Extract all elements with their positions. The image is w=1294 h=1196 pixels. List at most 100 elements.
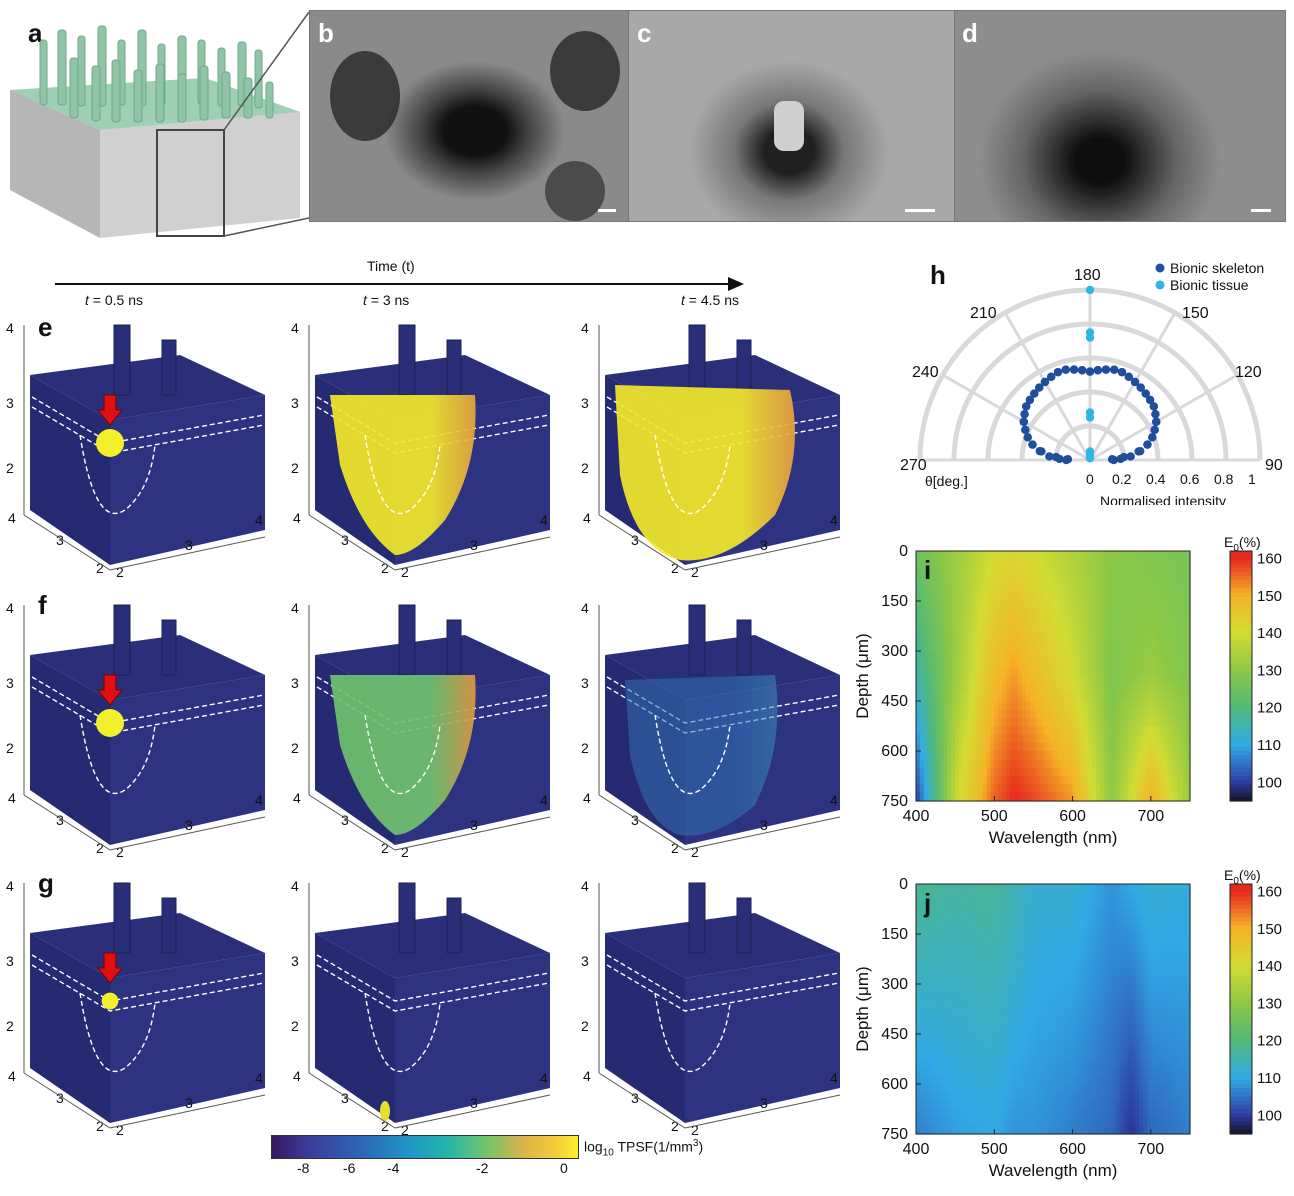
heatmap-cell	[955, 626, 960, 635]
heatmap-cell	[994, 925, 999, 935]
cube-axis-tick: 3	[581, 395, 589, 411]
heatmap-cell	[1123, 592, 1128, 602]
heatmap-cell	[1143, 667, 1148, 677]
heatmap-cell	[1111, 776, 1117, 785]
heatmap-cell	[923, 984, 929, 993]
heatmap-cell	[935, 576, 941, 585]
heatmap-cell	[1072, 759, 1078, 769]
heatmap-cell	[1096, 609, 1101, 619]
heatmap-cell	[1060, 617, 1066, 627]
heatmap-cell	[994, 900, 999, 910]
heatmap-cell	[962, 584, 968, 594]
heatmap-cell	[1041, 684, 1046, 694]
heatmap-cell	[1037, 634, 1042, 644]
heatmap-cell	[1182, 576, 1187, 585]
heatmap-cell	[1013, 717, 1019, 727]
heatmap-cell	[1080, 559, 1085, 569]
heatmap-cell	[1162, 1109, 1168, 1118]
heatmap-cell	[1009, 1009, 1015, 1018]
heatmap-cell	[1029, 709, 1035, 719]
heatmap-cell	[1115, 609, 1121, 619]
heatmap-cell	[1158, 1075, 1164, 1085]
heatmap-cell	[1068, 617, 1074, 627]
heatmap-cell	[1021, 692, 1027, 702]
heatmap-cell	[1033, 984, 1038, 993]
heatmap-cell	[1013, 1084, 1019, 1093]
heatmap-cell	[1131, 726, 1136, 735]
heatmap-cell	[1033, 559, 1038, 569]
heatmap-cell	[1013, 942, 1019, 952]
heatmap-cell	[990, 1009, 995, 1018]
heatmap-cell	[1076, 1009, 1081, 1018]
heatmap-cell	[1037, 642, 1042, 652]
heatmap-cell	[935, 792, 941, 802]
heatmap-cell	[1056, 651, 1062, 660]
heatmap-cell	[1092, 717, 1097, 727]
heatmap-cell	[1092, 742, 1097, 752]
heatmap-cell	[1045, 792, 1050, 802]
heatmap-cell	[927, 609, 933, 619]
heatmap-cell	[1072, 892, 1078, 902]
heatmap-cell	[931, 784, 937, 794]
heatmap-cell	[947, 1092, 952, 1102]
heatmap-cell	[1084, 1050, 1089, 1060]
heatmap-cell	[1033, 950, 1038, 960]
heatmap-cell	[1150, 626, 1156, 635]
heatmap-cell	[1006, 767, 1011, 777]
heatmap-cell	[1119, 592, 1125, 602]
heatmap-cell	[1041, 1117, 1046, 1127]
heatmap-cell	[966, 617, 972, 627]
heatmap-cell	[1166, 601, 1172, 610]
heatmap-cell	[935, 959, 941, 968]
heatmap-cell	[1045, 984, 1050, 993]
heatmap-cell	[978, 1042, 984, 1052]
heatmap-cell	[1013, 759, 1019, 769]
heatmap-cell	[1025, 909, 1031, 918]
heatmap-cell	[1017, 934, 1023, 943]
heatmap-cell	[1119, 717, 1125, 727]
heatmap-cell	[927, 734, 933, 744]
heatmap-cell	[1107, 634, 1113, 644]
heatmap-cell	[1084, 576, 1089, 585]
heatmap-cell	[1068, 884, 1074, 893]
heatmap-cell	[1009, 925, 1015, 935]
tpsf-tick: 0	[560, 1160, 568, 1176]
heatmap-cell	[982, 1009, 988, 1018]
heatmap-cell	[951, 967, 956, 977]
heatmap-cell	[1088, 717, 1093, 727]
heatmap-cell	[1111, 567, 1117, 577]
heatmap-cell	[990, 759, 995, 769]
heatmap-cell	[1186, 1009, 1191, 1018]
polar-point	[1134, 447, 1143, 456]
heatmap-cell	[959, 925, 964, 935]
heatmap-cell	[1139, 609, 1144, 619]
cube-axis-tick: 4	[540, 512, 548, 528]
heatmap-cell	[1154, 1092, 1160, 1102]
heatmap-cell	[1009, 642, 1015, 652]
heatmap-cell	[959, 742, 964, 752]
heatmap-cell	[1174, 1109, 1179, 1118]
heatmap-cell	[1135, 676, 1140, 685]
heatmap-cell	[1111, 717, 1117, 727]
heatmap-cell	[1107, 917, 1113, 927]
heatmap-cell	[1166, 592, 1172, 602]
heatmap-cell	[1186, 925, 1191, 935]
heatmap-cell	[1037, 1067, 1042, 1077]
heatmap-cell	[1146, 975, 1152, 985]
cube-axis-tick: 4	[255, 512, 263, 528]
heatmap-cell	[947, 551, 952, 560]
heatmap-cell	[931, 709, 937, 719]
heatmap-cell	[939, 900, 944, 910]
heatmap-cell	[994, 1092, 999, 1102]
heatmap-cell	[1166, 942, 1172, 952]
heatmap-cell	[1076, 784, 1081, 794]
heatmap-cell	[1002, 884, 1007, 893]
heatmap-cell	[1143, 767, 1148, 777]
heatmap-cell	[947, 617, 952, 627]
heatmap-cell	[1139, 717, 1144, 727]
heatmap-cell	[1025, 1125, 1031, 1135]
heatmap-cell	[1186, 1050, 1191, 1060]
heatmap-cell	[923, 917, 929, 927]
heatmap-cell	[1186, 1025, 1191, 1035]
heatmap-cell	[1025, 884, 1031, 893]
